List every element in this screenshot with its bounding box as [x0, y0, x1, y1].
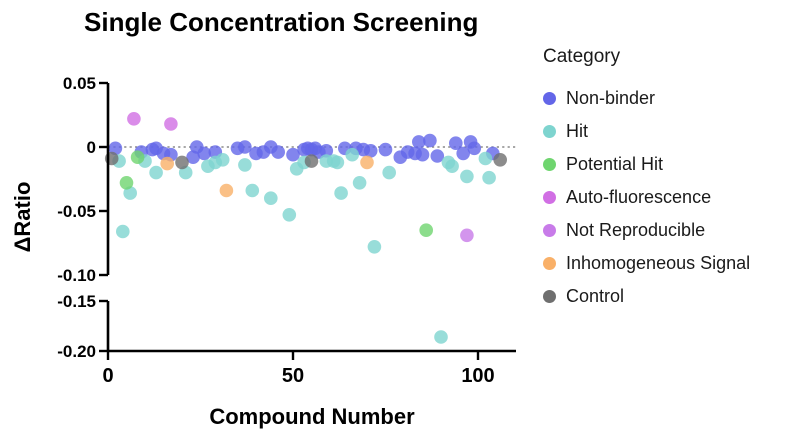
data-point — [264, 191, 278, 205]
legend-item-not-reproducible: Not Reproducible — [543, 214, 750, 247]
auto-fluorescence-dot-icon — [543, 191, 556, 204]
data-point — [319, 144, 334, 158]
scatter-points — [104, 112, 508, 344]
data-point — [412, 135, 426, 149]
data-point — [119, 176, 134, 190]
y-tick-label: -0.20 — [57, 342, 96, 361]
data-point — [360, 155, 374, 170]
data-point — [282, 208, 297, 222]
data-point — [123, 186, 137, 200]
y-tick-label: -0.10 — [57, 266, 96, 285]
data-point — [482, 170, 496, 185]
data-point — [467, 141, 482, 156]
data-point — [304, 154, 319, 168]
data-point — [186, 150, 200, 164]
data-point — [445, 159, 459, 173]
data-point — [245, 183, 260, 198]
data-point — [130, 150, 145, 164]
data-point — [456, 146, 471, 161]
data-point — [415, 147, 430, 162]
y-axis-title: ΔRatio — [10, 182, 35, 253]
data-point — [352, 176, 367, 190]
legend-item-non-binder: Non-binder — [543, 82, 750, 115]
legend-label: Auto-fluorescence — [566, 187, 712, 207]
legend-label: Control — [566, 286, 625, 306]
legend-label: Inhomogeneous Signal — [566, 253, 751, 273]
data-point — [164, 117, 178, 131]
data-point — [460, 228, 474, 243]
x-tick-label: 0 — [102, 365, 113, 387]
inhomogeneous-signal-dot-icon — [543, 257, 556, 270]
data-point — [363, 144, 378, 158]
data-point — [478, 151, 493, 166]
data-point — [449, 136, 463, 150]
data-point — [493, 153, 508, 167]
y-tick-label: 0 — [87, 138, 96, 157]
data-point — [334, 186, 348, 200]
x-tick-label: 100 — [461, 365, 494, 387]
legend: Category Non-binder Hit Potential Hit Au… — [543, 46, 750, 313]
data-point — [215, 153, 230, 167]
not-reproducible-dot-icon — [543, 224, 556, 237]
data-point — [271, 145, 286, 159]
legend-item-hit: Hit — [543, 115, 750, 148]
data-point — [330, 155, 345, 170]
non-binder-dot-icon — [543, 92, 556, 105]
data-point — [419, 223, 434, 237]
legend-item-inhomogeneous-signal: Inhomogeneous Signal — [543, 247, 750, 280]
data-point — [460, 169, 474, 184]
data-point — [175, 155, 189, 170]
data-point — [367, 240, 382, 254]
legend-label: Non-binder — [566, 88, 656, 108]
legend-label: Not Reproducible — [566, 220, 706, 240]
data-point — [219, 183, 234, 198]
legend-label: Potential Hit — [566, 154, 664, 174]
chart-title: Single Concentration Screening — [84, 7, 478, 37]
data-point — [382, 165, 397, 180]
legend-label: Hit — [566, 121, 588, 141]
data-point — [238, 140, 252, 154]
data-point — [345, 147, 360, 162]
data-point — [127, 112, 141, 126]
legend-item-control: Control — [543, 280, 750, 313]
legend-title: Category — [543, 46, 621, 67]
data-point — [378, 142, 393, 157]
x-tick-label: 50 — [282, 365, 304, 387]
data-point — [197, 146, 211, 161]
data-point — [178, 165, 193, 180]
hit-dot-icon — [543, 125, 556, 138]
data-point — [149, 165, 163, 180]
data-point — [108, 141, 123, 156]
data-point — [286, 147, 300, 162]
data-point — [160, 156, 174, 171]
y-tick-label: 0.05 — [63, 74, 96, 93]
x-axis-title: Compound Number — [209, 404, 415, 429]
data-point — [423, 133, 437, 148]
data-point — [430, 149, 445, 163]
y-tick-label: -0.15 — [57, 292, 96, 311]
legend-item-potential-hit: Potential Hit — [543, 148, 750, 181]
data-point — [434, 330, 448, 344]
potential-hit-dot-icon — [543, 158, 556, 171]
legend-item-auto-fluorescence: Auto-fluorescence — [543, 181, 750, 214]
data-point — [116, 224, 130, 239]
y-tick-label: -0.05 — [57, 202, 96, 221]
data-point — [238, 158, 252, 172]
control-dot-icon — [543, 290, 556, 303]
